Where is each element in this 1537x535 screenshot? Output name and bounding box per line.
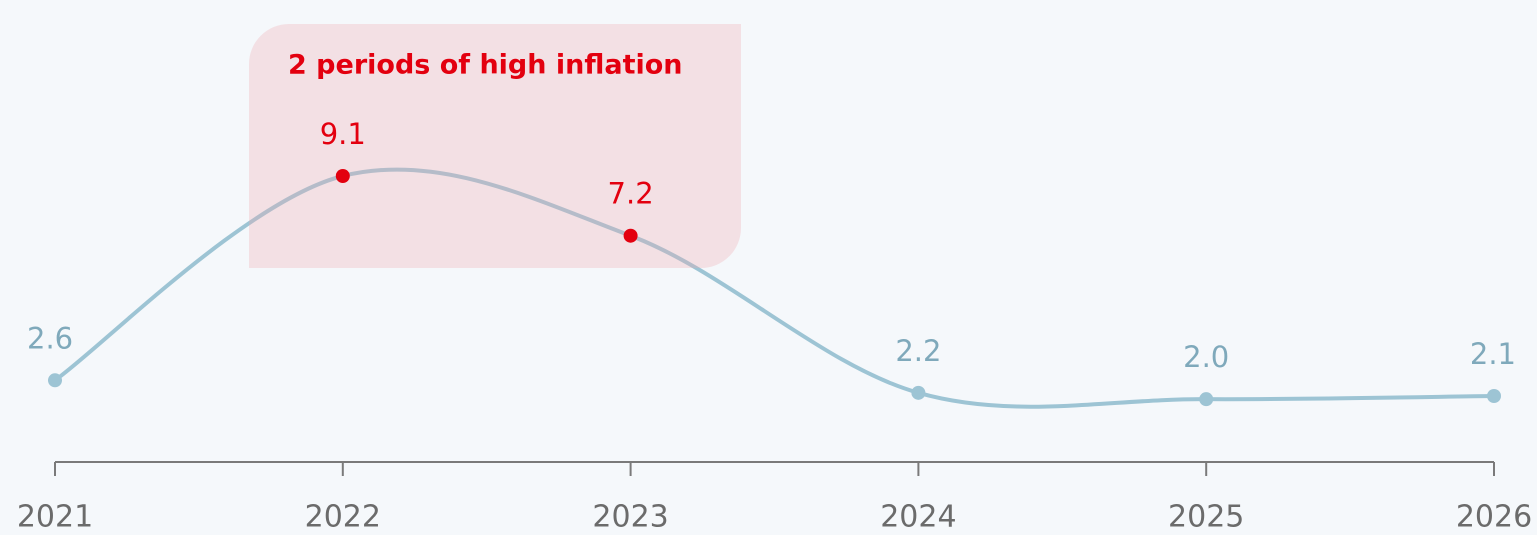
data-label: 2.1 — [1470, 337, 1516, 371]
point — [1199, 392, 1214, 407]
x-tick-label: 2025 — [1168, 500, 1244, 535]
annotation-box — [249, 24, 741, 268]
data-label: 2.6 — [27, 321, 73, 355]
annotation-text: 2 periods of high inflation — [288, 50, 683, 81]
data-label: 2.2 — [895, 334, 941, 368]
point — [1487, 389, 1501, 403]
plot-area: 2021 2022 2023 2024 2025 2026 — [17, 167, 1532, 535]
x-tick-label: 2024 — [880, 500, 956, 535]
x-tick-label: 2021 — [17, 500, 93, 535]
x-tick-label: 2026 — [1456, 500, 1532, 535]
data-label: 7.2 — [608, 177, 654, 211]
x-tick-label: 2022 — [305, 500, 381, 535]
point — [623, 228, 638, 243]
point — [911, 385, 926, 400]
point-layer: 2.6 9.1 7.2 2.2 2.0 2.1 — [27, 117, 1516, 407]
data-label: 2.0 — [1183, 340, 1229, 374]
point — [335, 169, 350, 183]
x-tick-label: 2023 — [592, 500, 668, 535]
line — [53, 167, 1495, 409]
point — [48, 373, 62, 388]
data-label: 9.1 — [320, 117, 366, 151]
